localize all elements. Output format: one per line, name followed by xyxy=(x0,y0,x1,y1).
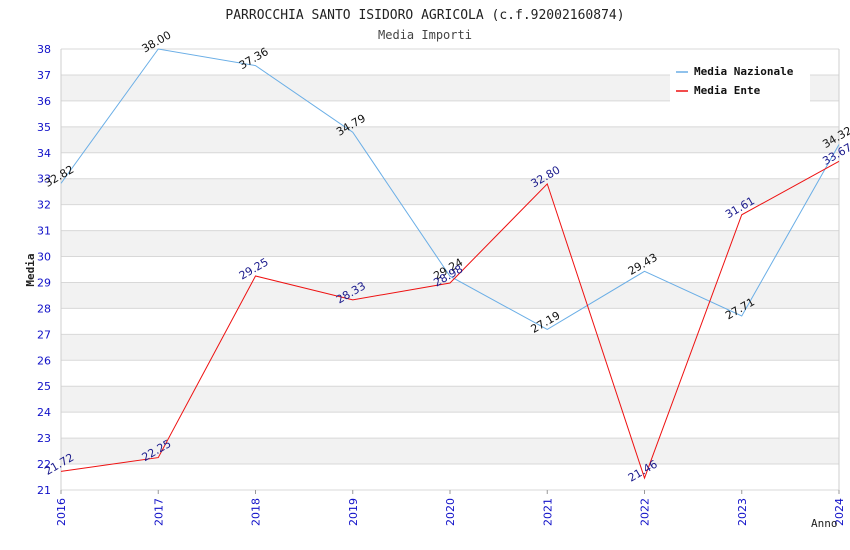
series-lines xyxy=(60,48,840,480)
x-tick-label: 2021 xyxy=(541,498,554,526)
y-tick-label: 34 xyxy=(37,147,51,160)
plot-bands xyxy=(61,74,839,465)
x-tick-label: 2016 xyxy=(55,498,68,526)
y-tick-label: 35 xyxy=(37,121,51,134)
data-label-ente: 21.72 xyxy=(42,451,76,478)
y-tick-label: 31 xyxy=(37,225,51,238)
y-axis-label: Media xyxy=(24,253,37,286)
x-tick-label: 2022 xyxy=(639,498,652,526)
y-tick-label: 21 xyxy=(37,484,51,497)
y-tick-label: 22 xyxy=(37,458,51,471)
y-tick-label: 32 xyxy=(37,199,51,212)
y-tick-label: 37 xyxy=(37,69,51,82)
grid-band xyxy=(61,438,839,465)
y-tick-label: 36 xyxy=(37,95,51,108)
y-tick-label: 30 xyxy=(37,251,51,264)
legend-label-nazionale: Media Nazionale xyxy=(694,65,794,78)
chart-title: PARROCCHIA SANTO ISIDORO AGRICOLA (c.f.9… xyxy=(225,8,624,23)
chart-subtitle: Media Importi xyxy=(378,28,472,42)
y-tick-label: 28 xyxy=(37,302,51,315)
y-axis-ticks: 21 22 23 24 25 26 27 28 29 30 31 32 33 34 35 36 37 38 xyxy=(37,43,51,497)
series-line-nazionale xyxy=(60,48,840,330)
grid-band xyxy=(61,282,839,309)
legend: Media Nazionale Media Ente xyxy=(670,58,810,102)
grid-band xyxy=(61,126,839,153)
x-tick-label: 2020 xyxy=(444,498,457,526)
x-tick-label: 2024 xyxy=(833,498,846,526)
x-tick-label: 2017 xyxy=(152,498,165,526)
x-axis-ticks: 2016 2017 2018 2019 2020 2021 2022 2023 2024 xyxy=(55,498,846,526)
grid-band xyxy=(61,386,839,413)
legend-label-ente: Media Ente xyxy=(694,84,761,97)
y-tick-label: 27 xyxy=(37,328,51,341)
x-tick-label: 2023 xyxy=(736,498,749,526)
data-label-nazionale: 27.19 xyxy=(529,309,563,336)
y-tick-label: 26 xyxy=(37,354,51,367)
x-axis-label: Anno xyxy=(811,517,838,530)
grid-band xyxy=(61,334,839,361)
series-line-ente xyxy=(60,160,840,480)
grid-band xyxy=(61,178,839,205)
y-tick-label: 38 xyxy=(37,43,51,56)
y-tick-label: 24 xyxy=(37,406,51,419)
grid-band xyxy=(61,230,839,257)
y-tick-label: 29 xyxy=(37,276,51,289)
y-tick-label: 25 xyxy=(37,380,51,393)
y-tick-label: 23 xyxy=(37,432,51,445)
legend-box xyxy=(670,58,810,102)
x-tick-label: 2018 xyxy=(250,498,263,526)
x-tick-label: 2019 xyxy=(347,498,360,526)
y-tick-label: 33 xyxy=(37,173,51,186)
